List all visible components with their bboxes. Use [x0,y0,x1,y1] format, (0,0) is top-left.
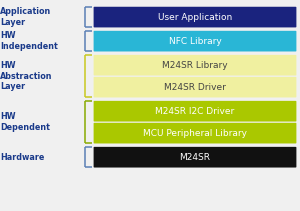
FancyBboxPatch shape [94,31,296,51]
FancyBboxPatch shape [94,123,296,143]
Text: HW
Dependent: HW Dependent [0,112,50,132]
Text: M24SR: M24SR [179,153,211,162]
Text: HW
Abstraction
Layer: HW Abstraction Layer [0,61,52,91]
Text: M24SR Driver: M24SR Driver [164,83,226,92]
Text: NFC Library: NFC Library [169,37,221,46]
Text: Hardware: Hardware [0,153,44,162]
FancyBboxPatch shape [94,7,296,27]
Text: MCU Peripheral Library: MCU Peripheral Library [143,129,247,138]
Text: M24SR Library: M24SR Library [162,61,228,70]
Text: HW
Independent: HW Independent [0,31,58,51]
Text: M24SR I2C Driver: M24SR I2C Driver [155,107,235,116]
FancyBboxPatch shape [94,147,296,168]
FancyBboxPatch shape [94,101,296,122]
Text: User Application: User Application [158,13,232,22]
FancyBboxPatch shape [94,77,296,97]
FancyBboxPatch shape [94,55,296,76]
Text: Application
Layer: Application Layer [0,7,51,27]
